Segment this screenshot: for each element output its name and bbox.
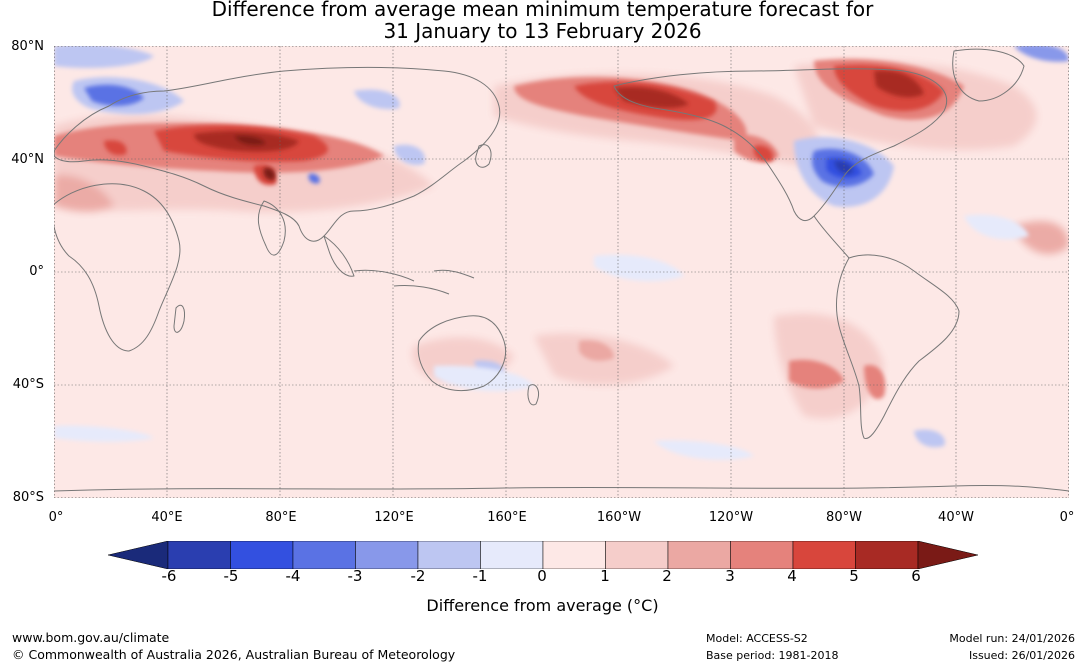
lon-label-80e: 80°E <box>265 510 297 525</box>
colorbar-tick: 4 <box>787 567 797 585</box>
colorbar-segment <box>730 541 794 569</box>
colorbar-tick: 0 <box>537 567 547 585</box>
colorbar-segment <box>292 541 356 569</box>
footer-url[interactable]: www.bom.gov.au/climate <box>12 630 170 645</box>
colorbar-tick: -5 <box>223 567 239 585</box>
lon-label-80w: 80°W <box>826 510 862 525</box>
colorbar-tick: -3 <box>347 567 363 585</box>
lon-label-160e: 160°E <box>487 510 527 525</box>
footer-model-run: Model run: 24/01/2026 <box>949 632 1075 645</box>
footer-issued: Issued: 26/01/2026 <box>968 649 1075 662</box>
colorbar-tick: -1 <box>472 567 488 585</box>
colorbar-segment <box>480 541 544 569</box>
colorbar <box>108 541 978 569</box>
footer-base-period: Base period: 1981-2018 <box>706 649 839 662</box>
temperature-anomaly-map <box>54 46 1069 498</box>
map-title-line1: Difference from average mean minimum tem… <box>211 0 874 21</box>
lon-label-0-left: 0° <box>48 510 64 525</box>
colorbar-tick: 6 <box>911 567 921 585</box>
lon-label-40w: 40°W <box>938 510 974 525</box>
colorbar-extend-low <box>108 541 169 569</box>
colorbar-tick: -2 <box>410 567 426 585</box>
colorbar-tick: 2 <box>662 567 672 585</box>
footer-copyright: © Commonwealth of Australia 2026, Austra… <box>12 647 456 662</box>
lat-label-40s: 40°S <box>12 377 44 392</box>
colorbar-segment <box>167 541 231 569</box>
lon-label-0-right: 0° <box>1059 510 1075 525</box>
anomaly-shading-extreme-warm <box>194 70 924 181</box>
lon-label-120w: 120°W <box>708 510 754 525</box>
lat-label-40n: 40°N <box>11 152 44 167</box>
colorbar-segment <box>605 541 669 569</box>
lon-label-120e: 120°E <box>374 510 414 525</box>
map-title-line2: 31 January to 13 February 2026 <box>383 19 702 43</box>
lat-label-80n: 80°N <box>11 39 44 54</box>
colorbar-tick: 5 <box>849 567 859 585</box>
lon-label-160w: 160°W <box>596 510 642 525</box>
anomaly-shading-cold <box>84 84 874 187</box>
colorbar-tick: -4 <box>285 567 301 585</box>
colorbar-segment <box>667 541 731 569</box>
colorbar-tick: 3 <box>725 567 735 585</box>
graticule <box>54 46 1069 498</box>
lat-label-equator: 0° <box>29 264 44 279</box>
coastlines <box>54 48 1069 492</box>
colorbar-segment <box>417 541 481 569</box>
footer-model: Model: ACCESS-S2 <box>706 632 808 645</box>
colorbar-segment <box>230 541 294 569</box>
colorbar-segment <box>355 541 419 569</box>
colorbar-segment <box>542 541 606 569</box>
colorbar-label: Difference from average (°C) <box>426 596 659 615</box>
colorbar-tick: 1 <box>600 567 610 585</box>
lon-label-40e: 40°E <box>151 510 183 525</box>
colorbar-segment <box>855 541 919 569</box>
colorbar-segment <box>792 541 856 569</box>
colorbar-tick: -6 <box>161 567 177 585</box>
lat-label-80s: 80°S <box>12 490 44 505</box>
colorbar-extend-high <box>917 541 978 569</box>
